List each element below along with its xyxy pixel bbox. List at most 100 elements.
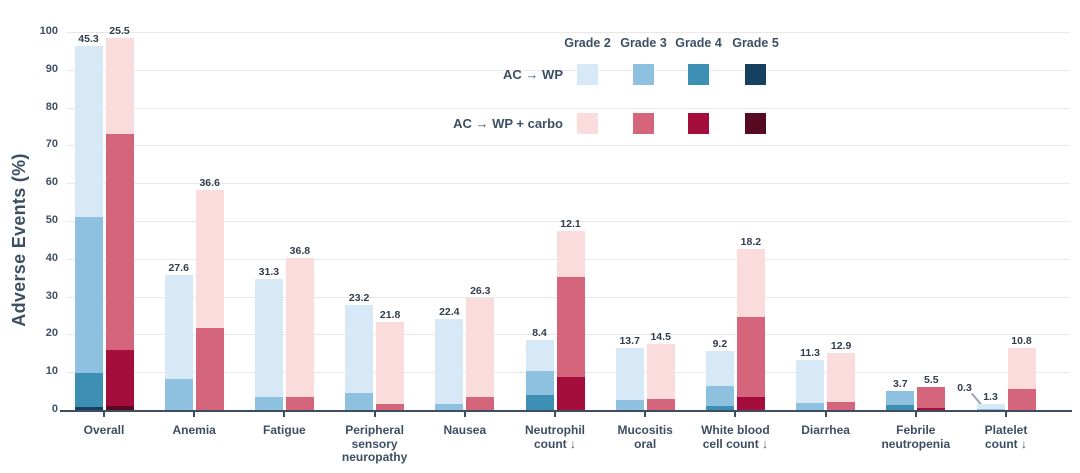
bar-segment bbox=[705, 385, 734, 406]
x-axis-tick bbox=[644, 412, 647, 417]
bar-value-label: 18.2 bbox=[740, 235, 762, 248]
bar-value-label: 12.9 bbox=[830, 340, 852, 353]
x-category-label: Neutrophil count ↓ bbox=[525, 423, 585, 451]
bar-segment bbox=[164, 379, 193, 410]
legend-swatch-carbo-grade-2 bbox=[577, 113, 598, 134]
x-axis-tick bbox=[283, 412, 286, 417]
x-category-label: Fatigue bbox=[263, 423, 306, 437]
y-tick-label: 60 bbox=[45, 176, 58, 189]
bar-segment bbox=[976, 408, 1005, 410]
legend-swatch-carbo-grade-5 bbox=[745, 113, 766, 134]
bar-segment bbox=[615, 400, 644, 410]
bar-value-label: 21.8 bbox=[379, 308, 401, 321]
y-tick-label: 90 bbox=[45, 62, 58, 75]
y-tick-label: 40 bbox=[45, 251, 58, 264]
bar-value-label: 36.6 bbox=[199, 177, 220, 189]
y-tick-label: 0 bbox=[51, 403, 58, 415]
legend-swatch-wp-grade-5 bbox=[745, 64, 766, 85]
x-axis-tick bbox=[734, 412, 737, 417]
bar-segment bbox=[705, 351, 734, 386]
y-tick-label: 30 bbox=[45, 289, 58, 302]
x-category-label: Anemia bbox=[172, 423, 216, 437]
y-tick-label: 50 bbox=[45, 214, 58, 226]
bar-segment bbox=[466, 297, 495, 398]
x-axis-tick bbox=[193, 412, 196, 417]
gridline bbox=[66, 183, 1070, 185]
bar-segment bbox=[705, 405, 734, 410]
gridline bbox=[66, 32, 1070, 33]
bar-value-label: 13.7 bbox=[619, 335, 640, 348]
bar-value-label: 25.5 bbox=[109, 25, 130, 38]
gridline bbox=[66, 221, 1070, 222]
bar-value-label: 3.7 bbox=[892, 378, 908, 391]
legend-swatch-carbo-grade-3 bbox=[633, 113, 654, 134]
bar-value-label: 9.2 bbox=[712, 338, 728, 351]
bar-value-label: 26.3 bbox=[470, 284, 491, 297]
bar-segment bbox=[285, 258, 314, 398]
bar-value-label: 23.2 bbox=[348, 292, 370, 305]
bar-value-label: 31.3 bbox=[258, 265, 280, 278]
bar-segment bbox=[466, 397, 495, 410]
bar-value-label: 5.5 bbox=[923, 374, 939, 387]
bar-segment bbox=[105, 405, 134, 410]
x-category-label: Diarrhea bbox=[801, 423, 850, 437]
bar-segment bbox=[796, 403, 825, 410]
gridline bbox=[66, 145, 1070, 147]
bar-segment bbox=[556, 377, 585, 410]
bar-segment bbox=[254, 397, 283, 410]
x-category-label: Peripheral sensory neuropathy bbox=[341, 423, 408, 464]
bar-value-label: 22.4 bbox=[439, 306, 460, 319]
x-axis-tick bbox=[103, 412, 105, 417]
x-category-label: Febrile neutropenia bbox=[881, 423, 951, 451]
bar-segment bbox=[736, 317, 765, 398]
y-tick-label: 80 bbox=[45, 100, 58, 113]
x-axis-tick bbox=[463, 412, 466, 417]
x-axis-tick bbox=[1005, 412, 1007, 417]
y-tick-label: 70 bbox=[45, 138, 58, 151]
x-category-label: Platelet count ↓ bbox=[984, 423, 1028, 451]
bar-segment bbox=[615, 348, 644, 401]
bar-segment bbox=[105, 38, 134, 135]
legend-swatch-wp-grade-4 bbox=[688, 64, 709, 85]
bar-value-label: 36.8 bbox=[289, 245, 311, 258]
bar-segment bbox=[74, 217, 103, 374]
x-category-label: Mucositis oral bbox=[617, 423, 673, 451]
bar-segment bbox=[195, 190, 224, 329]
legend-swatch-wp-grade-3 bbox=[633, 64, 654, 85]
bar-segment bbox=[736, 397, 765, 410]
bar-value-label: 11.3 bbox=[800, 347, 821, 360]
bar-value-label: 45.3 bbox=[78, 32, 99, 45]
bar-segment bbox=[74, 45, 103, 218]
legend-arm-label: AC → WP bbox=[503, 67, 563, 82]
bar-segment bbox=[345, 392, 374, 410]
bar-value-label: 1.3 bbox=[983, 390, 998, 403]
bar-segment bbox=[376, 403, 405, 410]
bar-segment bbox=[556, 230, 585, 277]
bar-segment bbox=[736, 248, 765, 318]
x-category-label: Nausea bbox=[443, 423, 487, 437]
x-category-label: White blood cell count ↓ bbox=[701, 423, 770, 451]
bar-segment bbox=[74, 373, 103, 407]
legend-swatch-wp-grade-2 bbox=[577, 64, 598, 85]
gridline bbox=[66, 69, 1070, 71]
bar-segment bbox=[74, 406, 103, 410]
bar-segment bbox=[917, 387, 946, 409]
gridline bbox=[66, 107, 1070, 109]
legend-grade-header: Grade 2 bbox=[564, 36, 611, 50]
bar-segment bbox=[525, 339, 554, 372]
x-category-label: Overall bbox=[83, 423, 125, 437]
bar-segment bbox=[1007, 348, 1036, 390]
bar-segment bbox=[827, 402, 856, 410]
bar-segment bbox=[195, 328, 224, 410]
bar-value-label: 14.5 bbox=[650, 331, 671, 344]
legend-grade-header: Grade 5 bbox=[732, 36, 779, 50]
bar-segment bbox=[376, 321, 405, 404]
bar-segment bbox=[164, 274, 193, 379]
bar-segment bbox=[1007, 389, 1036, 410]
bar-segment bbox=[917, 408, 946, 410]
x-axis-tick bbox=[373, 412, 376, 417]
bar-segment bbox=[435, 403, 464, 410]
y-tick-label: 20 bbox=[45, 327, 58, 340]
bar-segment bbox=[345, 305, 374, 393]
